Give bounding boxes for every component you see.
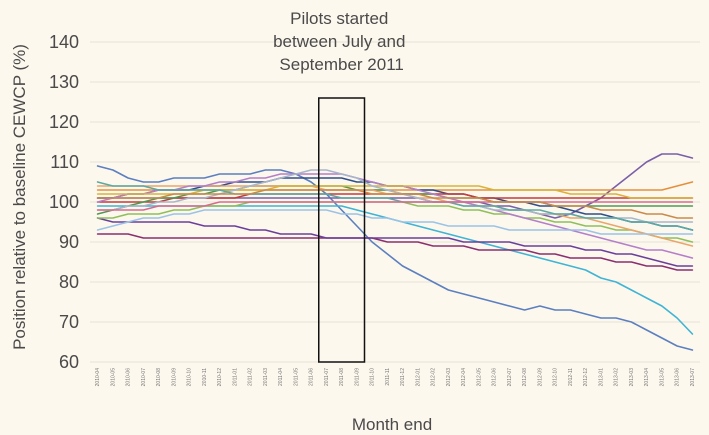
series-line-18 (96, 189, 694, 219)
y-tick-label-120: 120 (49, 112, 79, 132)
x-axis-title: Month end (352, 415, 432, 434)
x-tick-label: 2010-08 (156, 368, 162, 387)
series-line-17 (96, 201, 694, 211)
series-line-1 (96, 165, 694, 351)
x-tick-label: 2010-12 (217, 368, 223, 387)
x-tick-label: 2011-12 (400, 368, 406, 386)
x-tick-label: 2010-09 (171, 368, 177, 387)
y-tick-label-110: 110 (50, 152, 79, 172)
x-tick-label: 2012-08 (522, 368, 528, 387)
y-tick-label-90: 90 (59, 232, 79, 252)
y-tick-label-100: 100 (49, 192, 79, 212)
x-tick-label: 2012-12 (583, 368, 589, 387)
x-tick-label: 2012-07 (507, 368, 513, 387)
x-tick-label: 2012-11 (568, 368, 574, 386)
x-tick-label: 2012-10 (553, 368, 559, 387)
x-tick-label: 2012-02 (431, 368, 437, 387)
x-tick-label: 2010-04 (95, 368, 101, 387)
x-tick-label: 2010-07 (141, 368, 147, 387)
x-tick-label: 2013-03 (629, 368, 635, 387)
x-tick-label: 2011-05 (293, 368, 299, 386)
series-lines (96, 153, 694, 351)
x-tick-label: 2013-02 (614, 368, 620, 387)
pilot-annotation-line-2: between July and (273, 32, 405, 51)
x-tick-label: 2011-06 (309, 368, 315, 386)
x-tick-label: 2011-10 (370, 368, 376, 386)
x-tick-label: 2011-11 (385, 368, 391, 386)
x-tick-label: 2011-02 (248, 368, 254, 386)
x-tick-label: 2012-05 (476, 368, 482, 387)
series-line-13 (96, 209, 694, 235)
series-line-5 (96, 233, 694, 271)
x-tick-label: 2011-04 (278, 368, 284, 386)
x-tick-label: 2013-05 (659, 368, 665, 387)
x-tick-label: 2010-05 (110, 368, 116, 387)
x-tick-label: 2011-09 (354, 368, 360, 386)
x-tick-label: 2011-07 (324, 368, 330, 386)
x-tick-label: 2012-09 (537, 368, 543, 387)
x-tick-label: 2010-11 (202, 368, 208, 386)
y-axis-ticks: 60 70 80 90 100 110 120 130 140 (49, 32, 79, 372)
x-tick-label: 2011-01 (232, 368, 238, 386)
x-axis-ticks: 2010-04 2010-05 2010-06 2010-07 2010-08 2010-… (95, 368, 696, 387)
x-tick-label: 2010-06 (126, 368, 132, 387)
x-tick-label: 2012-01 (415, 368, 421, 387)
x-tick-label: 2012-04 (461, 368, 467, 387)
pilot-annotation-line-1: Pilots started (290, 9, 388, 28)
y-tick-label-60: 60 (59, 352, 79, 372)
x-tick-label: 2012-03 (446, 368, 452, 387)
x-tick-label: 2013-07 (690, 368, 696, 387)
series-line-14 (96, 185, 694, 199)
pilot-period-box (318, 97, 366, 363)
x-tick-label: 2011-03 (263, 368, 269, 386)
series-line-16 (96, 181, 694, 231)
y-tick-label-130: 130 (49, 72, 79, 92)
x-tick-label: 2010-10 (187, 368, 193, 387)
series-line-6 (96, 217, 694, 267)
series-line-2 (96, 205, 694, 335)
y-tick-label-140: 140 (49, 32, 79, 52)
x-tick-label: 2013-06 (675, 368, 681, 387)
x-tick-label: 2011-08 (339, 368, 345, 386)
x-tick-label: 2013-01 (598, 368, 604, 387)
pilot-annotation: Pilots started between July and Septembe… (273, 9, 410, 74)
y-tick-label-80: 80 (59, 272, 79, 292)
y-tick-label-70: 70 (59, 312, 79, 332)
x-tick-label: 2012-06 (492, 368, 498, 387)
pilot-annotation-line-3: September 2011 (279, 55, 403, 74)
y-axis-title: Position relative to baseline CEWCP (%) (10, 44, 29, 350)
x-tick-label: 2013-04 (644, 368, 650, 387)
